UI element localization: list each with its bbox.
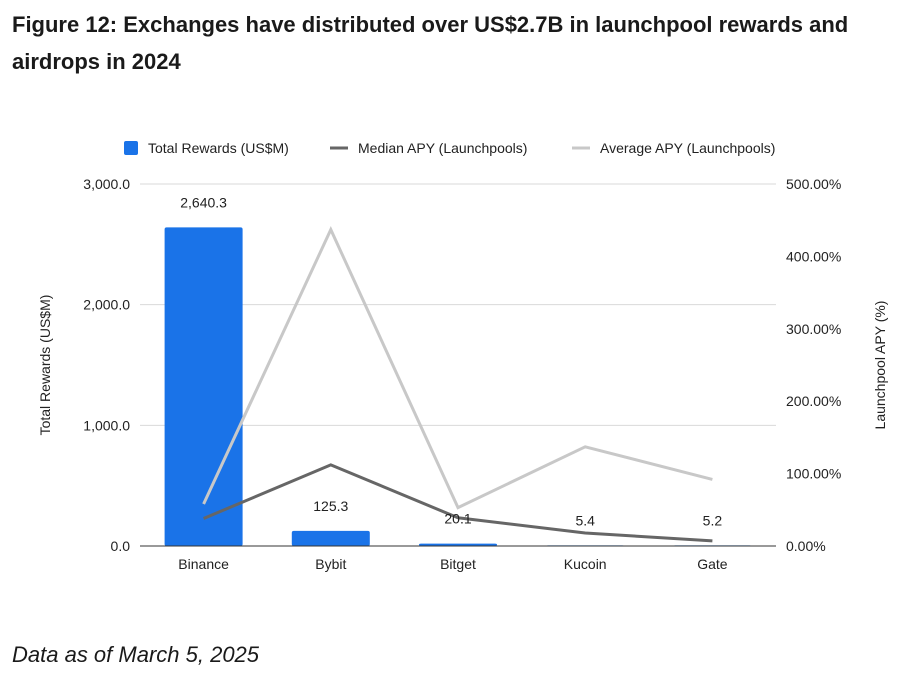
bar-binance [164,227,243,546]
legend-label: Total Rewards (US$M) [148,140,289,156]
legend: Total Rewards (US$M) Median APY (Launchpo… [124,140,775,156]
y2-tick-label: 400.00% [786,248,841,264]
legend-average-apy: Average APY (Launchpools) [572,140,775,156]
y2-tick-label: 100.00% [786,466,841,482]
bar-bybit [291,530,370,546]
y-tick-label: 2,000.0 [83,297,130,313]
median-apy-line [203,463,713,543]
bar-bitget [419,543,497,546]
bar-data-label: 5.2 [703,512,723,528]
figure-title: Figure 12: Exchanges have distributed ov… [12,12,849,74]
x-tick-label: Gate [697,556,728,572]
y2-tick-label: 300.00% [786,321,841,337]
y-tick-label: 1,000.0 [83,417,130,433]
data-labels: 2,640.3 125.3 20.1 5.4 5.2 [180,194,722,528]
y-axis-title: Total Rewards (US$M) [37,295,53,436]
y2-tick-label: 0.00% [786,538,826,554]
legend-swatch [124,141,138,155]
legend-median-apy: Median APY (Launchpools) [330,140,527,156]
bars [164,227,752,547]
y-tick-label: 3,000.0 [83,176,130,192]
bar-data-label: 5.4 [575,512,595,528]
legend-total-rewards: Total Rewards (US$M) [124,140,289,156]
y2-tick-label: 500.00% [786,176,841,192]
bar-data-label: 20.1 [444,511,471,527]
chart: 2,640.3 125.3 20.1 5.4 5.2 0.0 1,000.0 2,000.0… [37,140,888,572]
legend-label: Median APY (Launchpools) [358,140,527,156]
series-lines [202,226,713,543]
x-tick-label: Binance [178,556,229,572]
gridlines [140,183,776,426]
x-tick-label: Kucoin [564,556,607,572]
y2-tick-label: 200.00% [786,393,841,409]
legend-label: Average APY (Launchpools) [600,140,775,156]
bar-data-label: 125.3 [313,498,348,514]
y-tick-label: 0.0 [111,538,131,554]
x-tick-label: Bybit [315,556,346,572]
x-tick-label: Bitget [440,556,476,572]
average-apy-line [202,226,713,510]
data-date-note: Data as of March 5, 2025 [12,642,260,667]
axes: 0.0 1,000.0 2,000.0 3,000.0 0.00% 100.00% 200.… [37,176,888,572]
bar-data-label: 2,640.3 [180,194,227,210]
y2-axis-title: Launchpool APY (%) [872,301,888,430]
